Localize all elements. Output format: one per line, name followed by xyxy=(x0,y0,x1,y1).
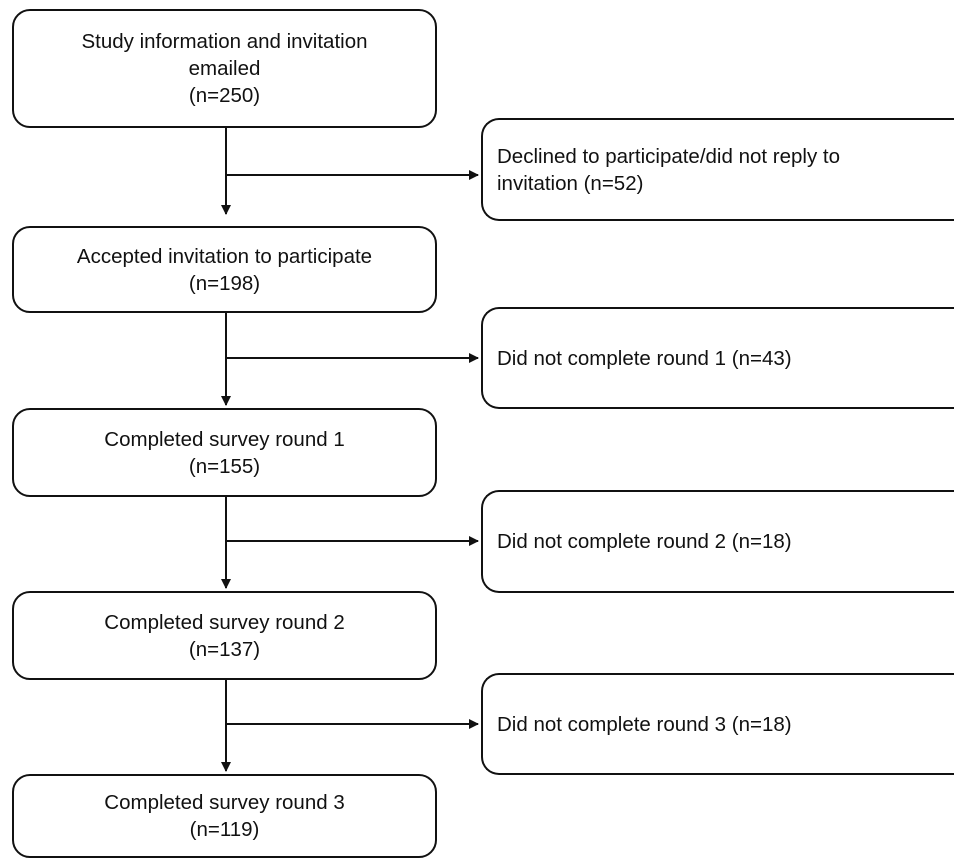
step-completed-round-3-label: Completed survey round 3 xyxy=(104,791,345,814)
exclusion-round-3: Did not complete round 3 (n=18) xyxy=(481,673,954,775)
step-completed-round-3-count: (n=119) xyxy=(189,818,260,841)
step-completed-round-1-count: (n=155) xyxy=(188,454,261,478)
step-invitation-emailed-line1: Study information and invitation xyxy=(81,30,368,53)
step-completed-round-2-count: (n=137) xyxy=(188,637,261,661)
step-accepted-invitation-count: (n=198) xyxy=(188,271,261,295)
step-accepted-invitation: Accepted invitation to participate (n=19… xyxy=(12,226,437,313)
exclusion-round-1-label: Did not complete round 1 (n=43) xyxy=(497,346,792,370)
exclusion-round-3-label: Did not complete round 3 (n=18) xyxy=(497,712,792,736)
exclusion-declined-line1: Declined to participate/did not reply to xyxy=(497,144,841,168)
exclusion-declined: Declined to participate/did not reply to… xyxy=(481,118,954,221)
step-invitation-emailed-line2: emailed xyxy=(188,57,261,80)
step-completed-round-1-label: Completed survey round 1 xyxy=(104,427,345,451)
step-completed-round-2: Completed survey round 2 (n=137) xyxy=(12,591,437,680)
exclusion-round-2: Did not complete round 2 (n=18) xyxy=(481,490,954,593)
step-invitation-emailed: Study information and invitation emailed… xyxy=(12,9,437,128)
step-completed-round-2-label: Completed survey round 2 xyxy=(104,610,345,634)
step-accepted-invitation-label: Accepted invitation to participate xyxy=(76,244,373,268)
exclusion-declined-line2: invitation (n=52) xyxy=(497,171,644,195)
exclusion-round-2-label: Did not complete round 2 (n=18) xyxy=(497,530,792,553)
step-invitation-emailed-count: (n=250) xyxy=(188,84,261,107)
step-completed-round-1: Completed survey round 1 (n=155) xyxy=(12,408,437,497)
step-completed-round-3: Completed survey round 3 (n=119) xyxy=(12,774,437,858)
exclusion-round-1: Did not complete round 1 (n=43) xyxy=(481,307,954,409)
